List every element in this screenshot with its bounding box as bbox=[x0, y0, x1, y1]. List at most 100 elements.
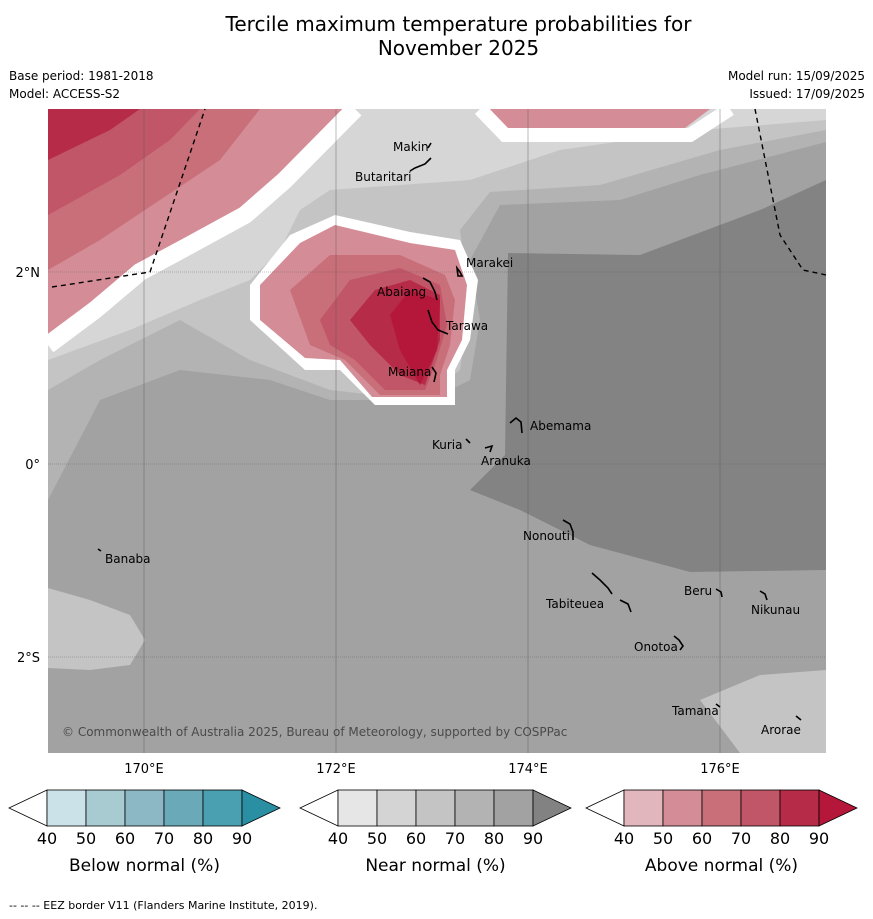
island-kuria bbox=[465, 438, 471, 444]
colorbar-0-segment-0 bbox=[46, 789, 87, 827]
colorbar-0-tick-2: 60 bbox=[115, 829, 135, 848]
colorbar-1-tick-5: 90 bbox=[523, 829, 543, 848]
above-normal-80-90-zone-tl bbox=[48, 109, 140, 160]
place-labels: Makin Butaritari Marakei Abaiang Tarawa Maian… bbox=[105, 140, 801, 737]
white-band-top bbox=[474, 109, 734, 142]
place-label-aranuka: Aranuka bbox=[481, 454, 531, 468]
colorbar-2-tick-1: 50 bbox=[653, 829, 673, 848]
island-beru bbox=[715, 588, 723, 598]
place-label-maiana: Maiana bbox=[388, 365, 431, 379]
white-band-tl bbox=[48, 109, 362, 353]
place-label-beru: Beru bbox=[684, 584, 712, 598]
colorbar-0-tick-1: 50 bbox=[76, 829, 96, 848]
islands bbox=[97, 142, 802, 721]
colorbar-2-high-extend bbox=[818, 789, 858, 827]
colorbar-0-segment-1 bbox=[85, 789, 126, 827]
colorbar-0-tick-3: 70 bbox=[154, 829, 174, 848]
colorbar-1-low-extend bbox=[299, 789, 339, 827]
above-normal-50-60-zone-top bbox=[490, 109, 710, 128]
model-run: Model run: 15/09/2025 bbox=[727, 69, 865, 83]
colorbar-0-high-extend bbox=[241, 789, 281, 827]
island-arorae bbox=[795, 715, 802, 721]
island-tabiteuea-n bbox=[591, 572, 613, 595]
lon-tick-174: 174°E bbox=[508, 762, 548, 777]
lon-tick-176: 176°E bbox=[700, 762, 740, 777]
above-normal-90-plus-zone-c bbox=[390, 290, 440, 385]
issued-date: Issued: 17/09/2025 bbox=[749, 87, 865, 101]
place-label-banaba: Banaba bbox=[105, 552, 151, 566]
near-normal-90-plus-zone bbox=[470, 180, 826, 572]
island-tabiteuea-s bbox=[619, 599, 632, 613]
map-area bbox=[48, 109, 826, 753]
colorbar-0-low-extend bbox=[8, 789, 48, 827]
axis-labels: 170°E 172°E 174°E 176°E 2°N 0° 2°S bbox=[16, 266, 740, 777]
island-butaritari bbox=[409, 157, 432, 172]
colorbar-0-tick-4: 80 bbox=[193, 829, 213, 848]
colorbar-2-tick-3: 70 bbox=[731, 829, 751, 848]
copyright-text: © Commonwealth of Australia 2025, Bureau… bbox=[62, 725, 567, 739]
place-label-kuria: Kuria bbox=[432, 438, 463, 452]
colorbar-2-segment-0 bbox=[623, 789, 664, 827]
colorbar-0-tick-0: 40 bbox=[37, 829, 57, 848]
colorbar-1-segment-1 bbox=[376, 789, 417, 827]
colorbar-1-segment-4 bbox=[493, 789, 534, 827]
colorbar-0-segment-2 bbox=[124, 789, 165, 827]
title-line-1: Tercile maximum temperature probabilitie… bbox=[225, 12, 692, 36]
colorbar-near-normal: 40 50 60 70 80 90 Near normal (%) bbox=[299, 789, 572, 876]
colorbar-1-high-extend bbox=[532, 789, 572, 827]
colorbar-above-normal: 40 50 60 70 80 90 Above normal (%) bbox=[585, 789, 858, 876]
place-label-tarawa: Tarawa bbox=[445, 319, 488, 333]
place-label-arorae: Arorae bbox=[761, 723, 801, 737]
island-tarawa bbox=[427, 309, 449, 335]
gridlines bbox=[48, 109, 826, 753]
map-title: Tercile maximum temperature probabilitie… bbox=[0, 12, 873, 60]
colorbar-1-tick-1: 50 bbox=[367, 829, 387, 848]
colorbar-1-segment-0 bbox=[337, 789, 378, 827]
colorbar-2-segment-3 bbox=[740, 789, 781, 827]
colorbar-2-segment-1 bbox=[662, 789, 703, 827]
colorbar-0-label: Below normal (%) bbox=[69, 856, 220, 876]
place-label-tamana: Tamana bbox=[671, 704, 719, 718]
place-label-marakei: Marakei bbox=[466, 256, 513, 270]
lat-tick-2s: 2°S bbox=[17, 651, 40, 666]
colorbar-1-segment-2 bbox=[415, 789, 456, 827]
eez-borders bbox=[51, 108, 827, 288]
island-marakei bbox=[455, 265, 464, 277]
colorbar-0-tick-5: 90 bbox=[232, 829, 252, 848]
colorbar-2-segment-4 bbox=[779, 789, 820, 827]
colorbar-0-segment-3 bbox=[163, 789, 204, 827]
colorbar-2-tick-2: 60 bbox=[692, 829, 712, 848]
title-line-2: November 2025 bbox=[377, 36, 540, 60]
colorbar-1-tick-2: 60 bbox=[406, 829, 426, 848]
near-normal-60-70-lower-left bbox=[48, 588, 145, 670]
eez-border-east bbox=[754, 108, 827, 276]
place-label-abaiang: Abaiang bbox=[377, 285, 426, 299]
colorbar-1-segment-3 bbox=[454, 789, 495, 827]
eez-footnote: -- -- -- EEZ border V11 (Flanders Marine… bbox=[9, 899, 318, 912]
meta-left: Base period: 1981-2018 Model: ACCESS-S2 bbox=[9, 67, 154, 103]
colorbar-1-tick-3: 70 bbox=[445, 829, 465, 848]
model-name: Model: ACCESS-S2 bbox=[9, 87, 121, 101]
island-maiana bbox=[431, 366, 437, 383]
lon-tick-170: 170°E bbox=[124, 762, 164, 777]
colorbar-2-tick-5: 90 bbox=[809, 829, 829, 848]
colorbar-2-label: Above normal (%) bbox=[645, 856, 798, 876]
colorbar-2-low-extend bbox=[585, 789, 625, 827]
island-banaba bbox=[97, 548, 102, 552]
colorbar-1-label: Near normal (%) bbox=[365, 856, 505, 876]
colorbar-1-tick-0: 40 bbox=[328, 829, 348, 848]
lat-tick-2n: 2°N bbox=[16, 266, 41, 281]
island-makin bbox=[427, 142, 432, 149]
colorbar-below-normal: 40 50 60 70 80 90 Below normal (%) bbox=[8, 789, 281, 876]
place-label-nonouti: Nonouti bbox=[523, 529, 570, 543]
near-normal-60-70-lower-right bbox=[700, 670, 826, 753]
island-tamana bbox=[715, 703, 721, 708]
colorbar-2-tick-0: 40 bbox=[614, 829, 634, 848]
colorbar-2-segment-2 bbox=[701, 789, 742, 827]
colorbar-2-tick-4: 80 bbox=[770, 829, 790, 848]
island-abemama bbox=[509, 416, 523, 434]
place-label-onotoa: Onotoa bbox=[634, 640, 678, 654]
island-nonouti bbox=[562, 519, 574, 540]
colorbar-1-tick-4: 80 bbox=[484, 829, 504, 848]
base-period: Base period: 1981-2018 bbox=[9, 69, 154, 83]
